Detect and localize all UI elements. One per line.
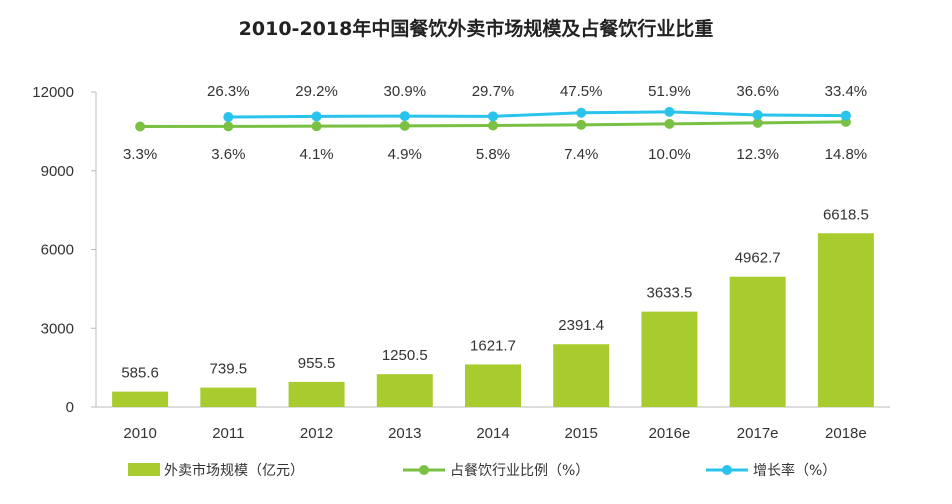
growth-point <box>840 110 851 121</box>
x-tick-label: 2016e <box>649 425 691 442</box>
bar-data-label: 955.5 <box>298 355 336 372</box>
share-data-label: 4.9% <box>388 146 422 163</box>
share-data-label: 7.4% <box>564 146 598 163</box>
axes: 12000 9000 6000 3000 0 2010 2011 2012 2013 2014 20… <box>32 84 890 442</box>
y-tick-label: 0 <box>66 399 74 416</box>
x-tick-label: 2013 <box>388 425 421 442</box>
chart-title: 2010-2018年中国餐饮外卖市场规模及占餐饮行业比重 <box>238 18 714 40</box>
bar-data-label: 3633.5 <box>646 285 692 302</box>
bar-data-label: 739.5 <box>210 361 248 378</box>
bars <box>112 233 874 407</box>
growth-data-label: 29.2% <box>295 83 338 100</box>
x-tick-label: 2015 <box>565 425 598 442</box>
x-tick-label: 2012 <box>300 425 333 442</box>
share-point <box>399 120 410 131</box>
bar <box>465 364 521 407</box>
growth-data-label: 47.5% <box>560 83 603 100</box>
growth-point <box>399 111 410 122</box>
growth-point <box>488 111 498 122</box>
bar <box>817 233 874 407</box>
y-tick-label: 6000 <box>41 242 74 259</box>
growth-data-label: 33.4% <box>825 83 868 100</box>
legend-label-growth: 增长率（%） <box>753 462 836 479</box>
bar-data-label: 585.6 <box>121 365 159 382</box>
labels: 585.6 739.5 955.5 1250.5 1621.7 2391.4 3633.5 4… <box>121 83 868 382</box>
growth-data-label: 26.3% <box>207 83 250 100</box>
bar <box>288 381 345 407</box>
share-point <box>576 119 587 130</box>
legend-swatch-share-dot <box>419 465 429 475</box>
share-data-label: 4.1% <box>299 146 333 163</box>
bar <box>641 311 698 407</box>
growth-data-label: 30.9% <box>384 83 427 100</box>
growth-point <box>664 106 675 117</box>
share-point <box>488 120 498 131</box>
legend: 外卖市场规模（亿元） 占餐饮行业比例（%） 增长率（%） <box>128 462 836 479</box>
y-tick-label: 12000 <box>32 84 74 101</box>
growth-point <box>311 111 322 122</box>
lines <box>135 106 851 132</box>
share-point <box>664 118 675 129</box>
bar-data-label: 4962.7 <box>735 250 781 267</box>
share-data-label: 10.0% <box>648 146 691 163</box>
growth-point <box>223 112 234 122</box>
share-point <box>135 121 146 132</box>
growth-data-label: 36.6% <box>736 83 779 100</box>
x-tick-label: 2011 <box>212 425 244 442</box>
bar <box>553 344 610 407</box>
x-tick-label: 2018e <box>825 425 867 442</box>
bar <box>200 387 257 407</box>
legend-label-share: 占餐饮行业比例（%） <box>450 463 589 479</box>
share-data-label: 3.6% <box>211 146 245 163</box>
y-tick-label: 3000 <box>41 320 74 337</box>
legend-label-bar: 外卖市场规模（亿元） <box>164 462 304 479</box>
x-tick-label: 2017e <box>737 425 779 442</box>
growth-data-label: 29.7% <box>472 83 515 100</box>
share-data-label: 5.8% <box>476 146 510 163</box>
legend-swatch-growth-dot <box>722 465 732 475</box>
x-tick-label: 2014 <box>476 425 509 442</box>
bar <box>729 276 786 407</box>
growth-point <box>752 109 763 120</box>
bar <box>112 391 169 407</box>
legend-swatch-bar <box>128 463 160 476</box>
share-data-label: 12.3% <box>736 146 779 163</box>
bar-data-label: 2391.4 <box>558 317 604 334</box>
x-tick-label: 2010 <box>123 425 156 442</box>
share-point <box>752 117 763 128</box>
bar-data-label: 1621.7 <box>470 337 516 354</box>
bar <box>376 374 433 407</box>
y-tick-label: 9000 <box>41 163 74 180</box>
share-data-label: 3.3% <box>123 146 157 163</box>
growth-line <box>228 110 846 119</box>
share-point <box>311 121 322 132</box>
growth-point <box>576 107 587 118</box>
share-data-label: 14.8% <box>825 146 868 163</box>
bar-data-label: 1250.5 <box>382 347 428 364</box>
bar-data-label: 6618.5 <box>823 206 869 223</box>
growth-data-label: 51.9% <box>648 83 691 100</box>
share-point <box>223 121 234 132</box>
